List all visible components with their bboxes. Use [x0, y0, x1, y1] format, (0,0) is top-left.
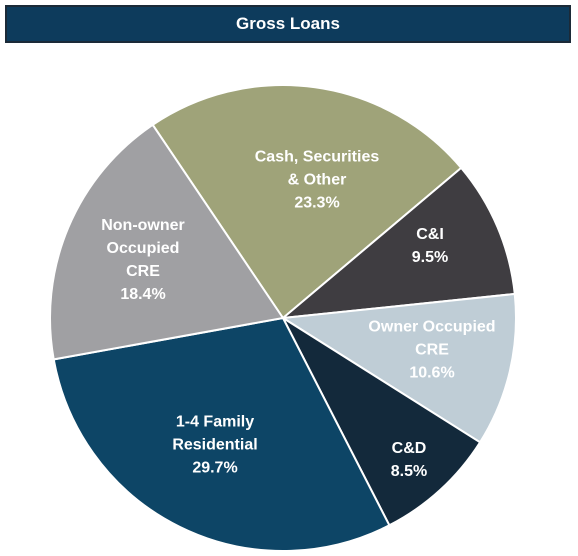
category-label: Non-owner Occupied CRE: [101, 217, 185, 280]
slice-label: Non-owner Occupied CRE 18.4%: [88, 214, 198, 306]
pie-slice: [279, 166, 516, 320]
value-label: 23.3%: [294, 194, 340, 212]
category-label: Owner Occupied CRE: [368, 318, 496, 359]
slice-label: Cash, Securities & Other 23.3%: [252, 146, 382, 215]
slice-label: 1-4 Family Residential 29.7%: [155, 411, 275, 480]
value-label: 18.4%: [120, 286, 166, 303]
pie-slice: [280, 315, 482, 527]
slice-label: Owner Occupied CRE 10.6%: [352, 316, 512, 385]
pie-slice: [49, 123, 285, 361]
category-label: C&D: [391, 440, 427, 457]
value-label: 8.5%: [390, 463, 428, 480]
pie-slice: [151, 84, 463, 320]
category-label: Cash, Securities & Other: [254, 148, 380, 189]
pie-slice: [280, 292, 517, 444]
chart-title: Gross Loans: [5, 5, 571, 43]
category-label: 1-4 Family Residential: [172, 413, 258, 454]
value-label: 29.7%: [192, 459, 238, 477]
value-label: 10.6%: [409, 364, 455, 382]
pie-slice: [52, 316, 391, 552]
slice-label: C&D 8.5%: [369, 437, 449, 483]
value-label: 9.5%: [411, 249, 449, 266]
category-label: C&I: [416, 226, 444, 243]
slice-label: C&I 9.5%: [390, 223, 470, 269]
